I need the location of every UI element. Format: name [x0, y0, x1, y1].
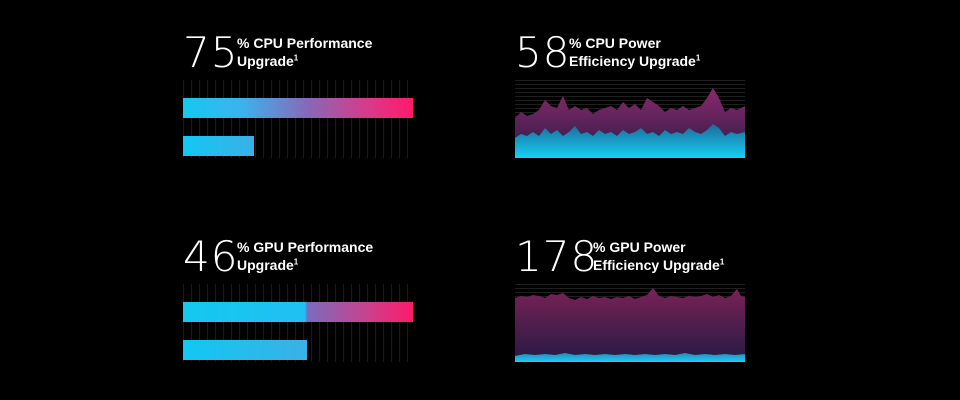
cpu-power-efficiency-label: % CPU Power Efficiency Upgrade1: [569, 34, 700, 70]
gpu-power-efficiency-label: % GPU Power Efficiency Upgrade1: [593, 238, 724, 274]
gpu-performance-card: 46 % GPU Performance Upgrade1: [183, 232, 423, 362]
cpu-performance-label-line2: Upgrade1: [237, 53, 299, 69]
gpu-performance-header: 46 % GPU Performance Upgrade1: [183, 232, 423, 296]
cpu-power-efficiency-label-line1: % CPU Power: [569, 35, 661, 51]
lower-cyan-area: [515, 124, 745, 158]
cpu-performance-label: % CPU Performance Upgrade1: [237, 34, 372, 70]
cpu-power-efficiency-header: 58 % CPU Power Efficiency Upgrade1: [515, 28, 755, 92]
gpu-performance-value: 46: [183, 232, 239, 281]
footnote-marker: 1: [293, 53, 299, 63]
cpu-performance-card: 75 % CPU Performance Upgrade1: [183, 28, 423, 158]
new-performance-bar: [183, 302, 413, 322]
previous-performance-bar: [183, 136, 254, 156]
cpu-power-efficiency-value: 58: [515, 28, 571, 77]
upper-purple-area: [515, 288, 745, 362]
cpu-power-efficiency-label-line2: Efficiency Upgrade1: [569, 53, 701, 69]
gpu-performance-bars: [183, 284, 413, 362]
previous-performance-bar: [183, 340, 307, 360]
footnote-marker: 1: [719, 257, 725, 267]
gpu-power-efficiency-card: 178 % GPU Power Efficiency Upgrade1: [515, 232, 755, 362]
gpu-performance-label-line1: % GPU Performance: [237, 239, 374, 255]
gpu-area-svg: [515, 284, 745, 362]
gpu-power-efficiency-label-line2: Efficiency Upgrade1: [593, 257, 725, 273]
cpu-performance-header: 75 % CPU Performance Upgrade1: [183, 28, 423, 92]
cpu-power-efficiency-area-chart: [515, 80, 745, 160]
gpu-power-efficiency-area-chart: [515, 284, 745, 364]
cpu-performance-value: 75: [183, 28, 239, 77]
gpu-performance-label: % GPU Performance Upgrade1: [237, 238, 373, 274]
new-performance-bar: [183, 98, 413, 118]
cpu-performance-label-line1: % CPU Performance: [237, 35, 373, 51]
cpu-power-efficiency-card: 58 % CPU Power Efficiency Upgrade1: [515, 28, 755, 158]
footnote-marker: 1: [695, 53, 701, 63]
footnote-marker: 1: [293, 257, 299, 267]
gpu-power-efficiency-value: 178: [515, 232, 599, 281]
cpu-area-svg: [515, 80, 745, 158]
cpu-performance-bars: [183, 80, 413, 158]
lower-cyan-area: [515, 353, 745, 362]
gpu-performance-label-line2: Upgrade1: [237, 257, 299, 273]
gpu-power-efficiency-label-line1: % GPU Power: [593, 239, 686, 255]
gpu-power-efficiency-header: 178 % GPU Power Efficiency Upgrade1: [515, 232, 755, 296]
